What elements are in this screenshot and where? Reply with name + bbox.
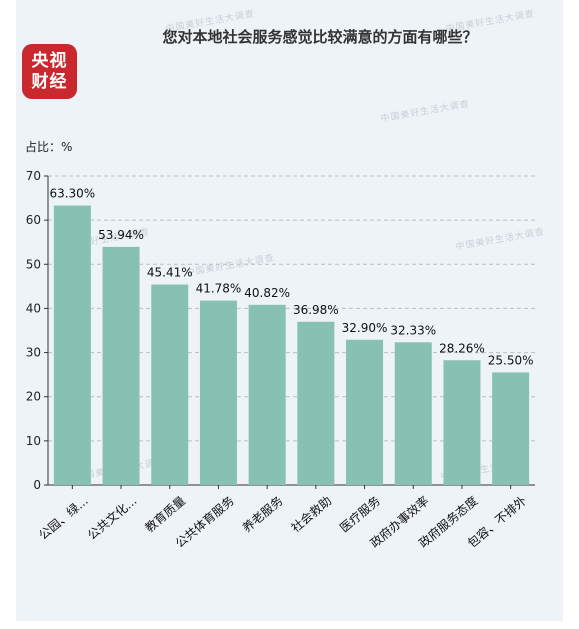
data-label: 40.82% xyxy=(244,286,290,300)
y-tick-label: 30 xyxy=(26,346,41,360)
bar xyxy=(248,304,286,485)
y-axis-unit-label: 占比：% xyxy=(25,140,73,154)
bar xyxy=(199,300,237,485)
logo-line-1: 央视 xyxy=(31,50,68,71)
x-tick-label: 教育质量 xyxy=(142,493,188,535)
data-label: 53.94% xyxy=(98,228,144,242)
bar xyxy=(394,342,432,485)
data-label: 36.98% xyxy=(293,303,339,317)
bar xyxy=(102,246,140,485)
data-label: 45.41% xyxy=(147,266,193,280)
data-label: 41.78% xyxy=(196,282,242,296)
y-tick-label: 20 xyxy=(26,390,41,404)
x-tick-label: 社会救助 xyxy=(288,493,334,535)
y-tick-label: 70 xyxy=(26,169,41,183)
data-label: 32.33% xyxy=(390,323,436,337)
y-tick-label: 50 xyxy=(26,257,41,271)
bar xyxy=(53,205,91,485)
y-tick-label: 0 xyxy=(33,478,41,492)
y-tick-label: 60 xyxy=(26,213,41,227)
logo-line-2: 财经 xyxy=(31,71,68,92)
data-label: 63.30% xyxy=(49,187,95,201)
bar xyxy=(443,360,481,485)
chart-title: 您对本地社会服务感觉比较满意的方面有哪些？ xyxy=(162,28,478,46)
bar xyxy=(492,372,530,485)
data-label: 28.26% xyxy=(439,341,485,355)
cctv-finance-logo: 央视 财经 xyxy=(22,44,77,99)
data-label: 25.50% xyxy=(488,353,534,367)
bar xyxy=(346,339,384,485)
x-tick-label: 医疗服务 xyxy=(337,493,383,535)
bar xyxy=(151,284,189,485)
bar xyxy=(297,321,335,485)
y-tick-label: 10 xyxy=(26,434,41,448)
x-tick-label: 公园、绿... xyxy=(36,493,91,543)
y-tick-label: 40 xyxy=(26,301,41,315)
data-label: 32.90% xyxy=(342,321,388,335)
x-tick-label: 公共文化... xyxy=(84,493,139,543)
x-tick-label: 养老服务 xyxy=(239,493,285,535)
